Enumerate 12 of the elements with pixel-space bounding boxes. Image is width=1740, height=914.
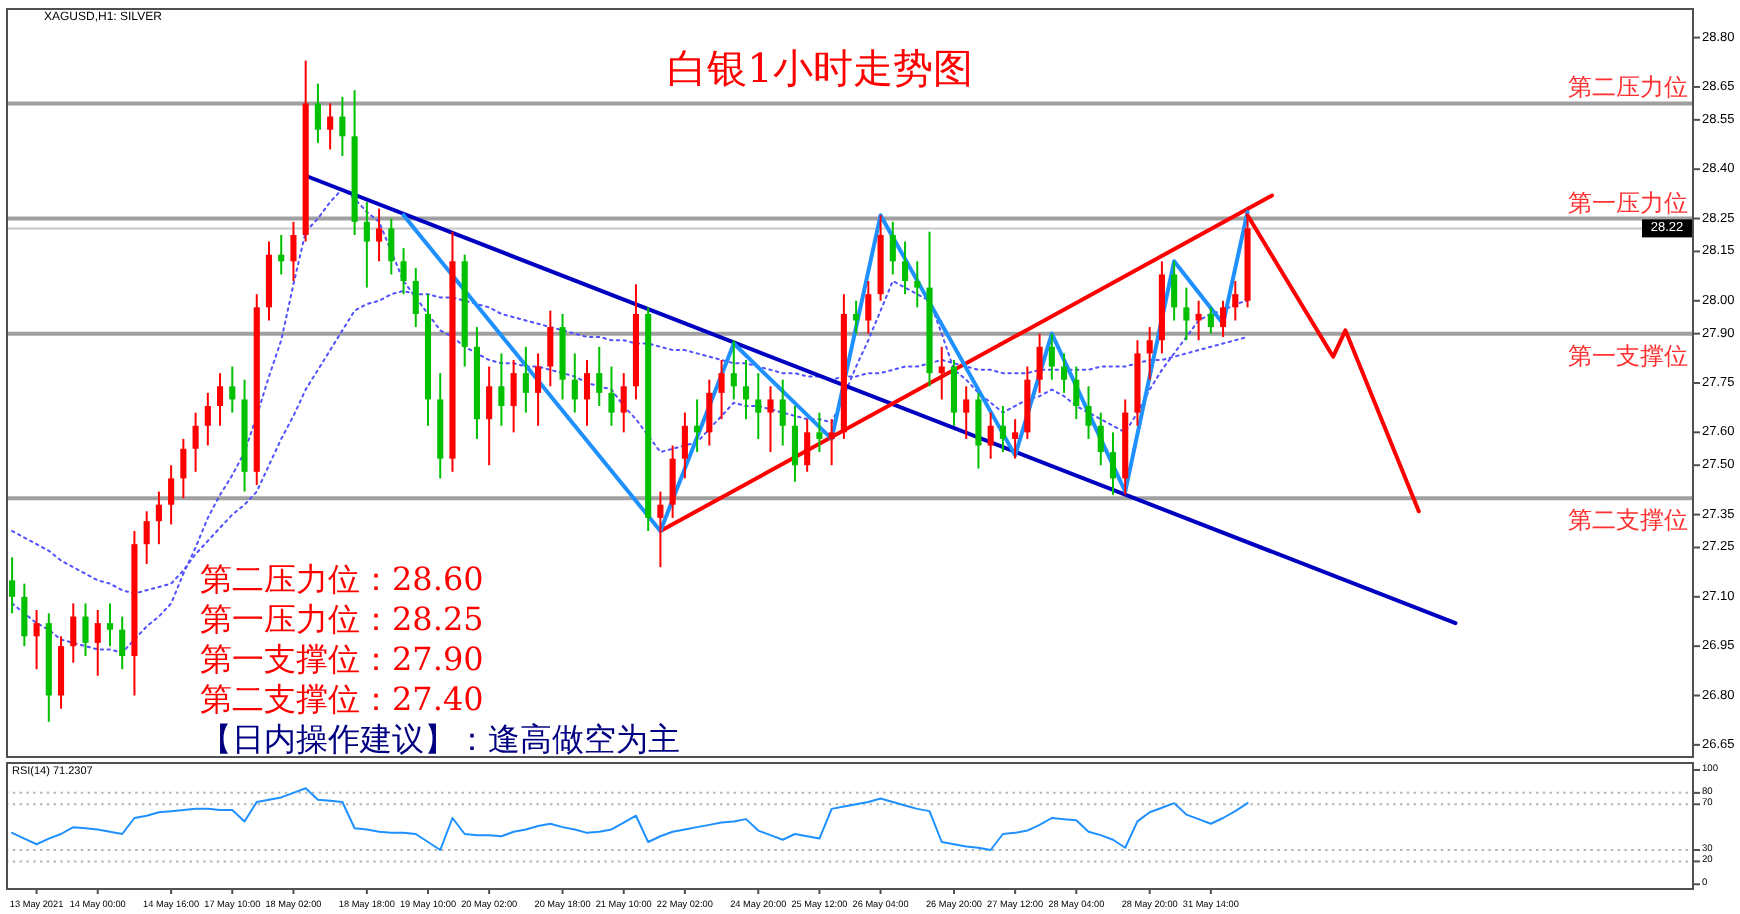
ref-line-label: 第二压力位 <box>1568 73 1688 102</box>
text: 白银1小时走势图 <box>667 44 973 92</box>
line-series <box>11 787 1249 851</box>
ref-line-label: 第一压力位 <box>1568 188 1688 217</box>
ref-line-label: 第二支撑位 <box>1568 506 1688 535</box>
line-series <box>401 209 1250 534</box>
annotation: 第二压力位：28.60 <box>200 560 484 598</box>
annotation: 【日内操作建议】：逢高做空为主 <box>200 720 680 758</box>
annotation: 第二支撑位：27.40 <box>200 680 484 718</box>
annotation: 第一支撑位：27.90 <box>200 640 484 678</box>
ref-line-label: 第一支撑位 <box>1568 341 1688 370</box>
annotation: 第一压力位：28.25 <box>200 600 484 638</box>
